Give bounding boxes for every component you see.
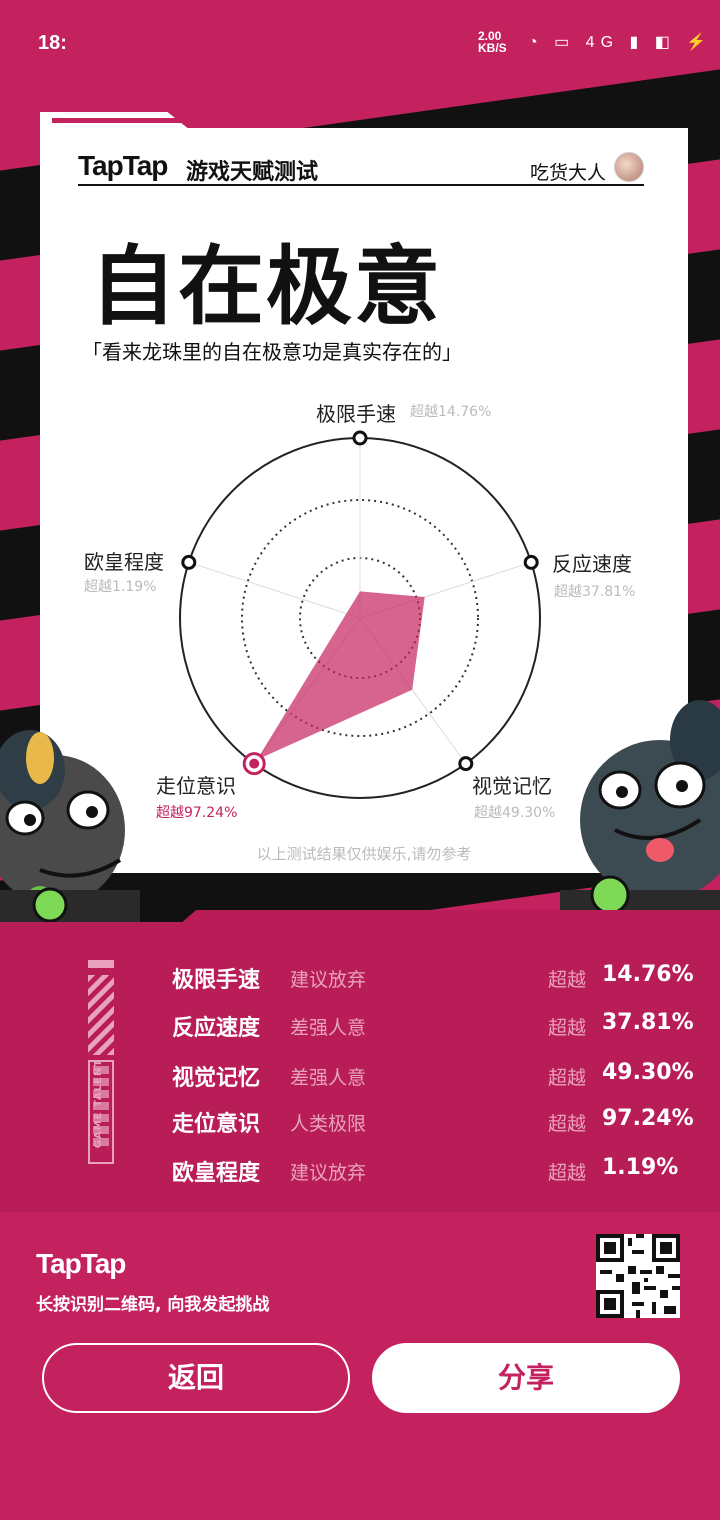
side-deco-label: GAME TALENT xyxy=(93,1058,105,1149)
row-name: 欧皇程度 xyxy=(172,1161,261,1186)
share-button[interactable]: 分享 xyxy=(372,1343,680,1413)
row-compare: 超越 xyxy=(548,1017,587,1039)
test-title: 游戏天赋测试 xyxy=(186,160,319,185)
radar-middle-ring xyxy=(241,499,479,737)
row-rating: 差强人意 xyxy=(290,1017,367,1039)
radar-chart xyxy=(179,430,541,799)
status-icons: ◔ ▭ 4G ▮ ◧ ⚡ xyxy=(528,34,713,51)
dim-label-luck: 欧皇程度 xyxy=(84,550,164,574)
row-value: 37.81% xyxy=(602,1010,694,1035)
summary-row: 走位意识 人类极限 超越 97.24% xyxy=(172,1106,694,1146)
taptap-logo: TapTap xyxy=(78,150,168,181)
dim-label-positioning: 走位意识 xyxy=(156,774,236,798)
radar-vertex-dot xyxy=(181,554,197,570)
dim-pct-speed: 超越14.76% xyxy=(410,404,492,420)
row-name: 视觉记忆 xyxy=(172,1066,261,1091)
network-speed: 2.00 KB/S xyxy=(478,30,507,54)
row-compare: 超越 xyxy=(548,1067,587,1089)
dim-label-speed: 极限手速 xyxy=(316,402,396,426)
radar-vertex-dot xyxy=(458,756,474,772)
disclaimer: 以上测试结果仅供娱乐,请勿参考 xyxy=(256,845,472,863)
radar-highlight-dot xyxy=(249,758,260,769)
status-time: 18: xyxy=(38,32,67,54)
result-quote: 「看来龙珠里的自在极意功是真实存在的」 xyxy=(82,340,462,364)
network-speed-value: 2.00 xyxy=(478,29,502,43)
side-deco-box xyxy=(88,1060,114,1164)
row-rating: 建议放弃 xyxy=(290,1162,367,1184)
footer-cta: 长按识别二维码, 向我发起挑战 xyxy=(36,1295,270,1315)
dim-label-reaction: 反应速度 xyxy=(552,552,632,576)
mascot-right-image xyxy=(560,700,720,930)
footer-logo: TapTap xyxy=(36,1248,126,1279)
summary-row: 反应速度 差强人意 超越 37.81% xyxy=(172,1010,694,1050)
dim-pct-memory: 超越49.30% xyxy=(474,805,556,821)
summary-row: 视觉记忆 差强人意 超越 49.30% xyxy=(172,1060,694,1100)
row-name: 极限手速 xyxy=(172,968,261,993)
back-button[interactable]: 返回 xyxy=(42,1343,350,1413)
result-card: TapTap 游戏天赋测试 吃货大人 自在极意 「看来龙珠里的自在极意功是真实存… xyxy=(40,128,688,873)
row-compare: 超越 xyxy=(548,1162,587,1184)
dim-pct-positioning: 超越97.24% xyxy=(156,805,238,821)
row-name: 反应速度 xyxy=(172,1016,261,1041)
dim-pct-luck: 超越1.19% xyxy=(84,579,157,595)
radar-area xyxy=(257,591,425,760)
qr-code-icon[interactable] xyxy=(596,1234,680,1318)
header-divider xyxy=(78,184,644,186)
radar-vertex-dot xyxy=(523,554,539,570)
row-value: 97.24% xyxy=(602,1106,694,1131)
dim-pct-reaction: 超越37.81% xyxy=(554,584,636,600)
radar-vertex-dot xyxy=(352,430,368,446)
mascot-left-image xyxy=(0,730,140,930)
row-compare: 超越 xyxy=(548,969,587,991)
result-title: 自在极意 xyxy=(90,237,442,337)
row-value: 1.19% xyxy=(602,1155,679,1180)
row-rating: 人类极限 xyxy=(290,1113,367,1135)
user-name: 吃货大人 xyxy=(529,162,606,184)
row-rating: 建议放弃 xyxy=(290,969,367,991)
row-value: 14.76% xyxy=(602,962,694,987)
side-deco-hatch xyxy=(88,975,114,1055)
summary-row: 极限手速 建议放弃 超越 14.76% xyxy=(172,962,694,1002)
dim-label-memory: 视觉记忆 xyxy=(472,774,552,798)
status-bar: 18: 2.00 KB/S ◔ ▭ 4G ▮ ◧ ⚡ xyxy=(0,30,720,58)
avatar[interactable] xyxy=(614,152,644,182)
radar-axis xyxy=(188,561,361,619)
summary-panel xyxy=(0,922,720,1212)
row-value: 49.30% xyxy=(602,1060,694,1085)
panel-top-edge xyxy=(180,910,720,924)
card-tab-accent xyxy=(52,118,192,123)
network-speed-unit: KB/S xyxy=(478,41,507,55)
summary-row: 欧皇程度 建议放弃 超越 1.19% xyxy=(172,1155,682,1195)
row-name: 走位意识 xyxy=(172,1112,261,1137)
row-compare: 超越 xyxy=(548,1113,587,1135)
row-rating: 差强人意 xyxy=(290,1067,367,1089)
side-deco-bar xyxy=(88,960,114,968)
